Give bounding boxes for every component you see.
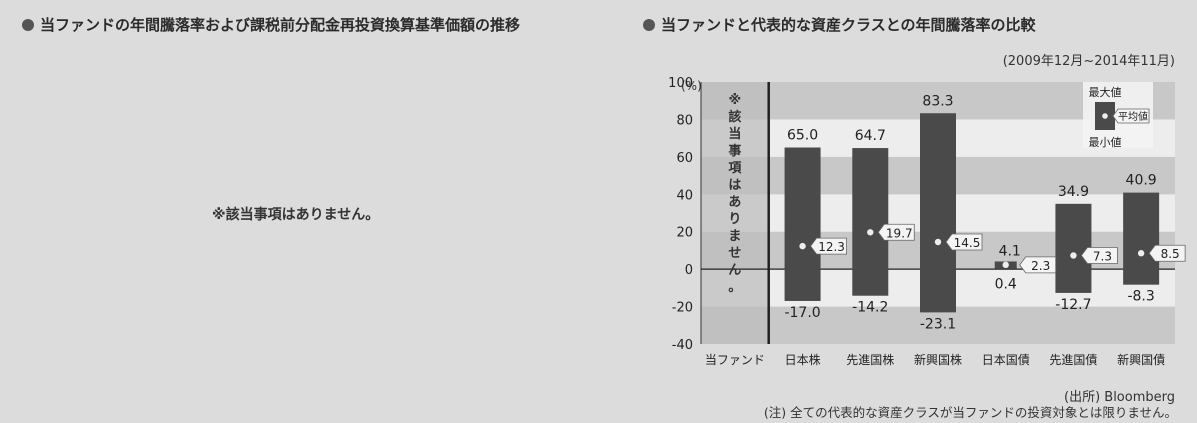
fund-note-char: ※	[729, 93, 742, 108]
y-axis-unit: (%)	[681, 79, 702, 93]
average-label-box	[1148, 244, 1186, 262]
legend-average-box	[1112, 108, 1150, 124]
y-tick-label: 0	[685, 263, 693, 278]
average-label: 8.5	[1161, 247, 1180, 261]
y-tick-label: -20	[672, 301, 693, 316]
right-section-title: 当ファンドと代表的な資産クラスとの年間騰落率の比較	[643, 14, 1036, 35]
x-tick-label: 新興国債	[1117, 352, 1165, 367]
min-label: -14.2	[852, 300, 888, 316]
y-tick-label: 100	[668, 76, 693, 91]
average-marker	[867, 229, 874, 236]
y-tick-label: -40	[672, 338, 693, 353]
left-panel: 当ファンドの年間騰落率および課税前分配金再投資換算基準価額の推移 ※該当事項はあ…	[22, 14, 520, 223]
max-label: 34.9	[1058, 184, 1089, 200]
fund-note-char: り	[728, 212, 741, 227]
x-tick-label: 新興国株	[914, 352, 962, 367]
no-data-note: ※該当事項はありません。	[212, 207, 380, 223]
max-label: 4.1	[999, 243, 1021, 259]
average-marker	[799, 242, 806, 250]
average-label-box	[945, 233, 983, 251]
y-tick-label: 80	[676, 113, 693, 128]
legend-avg-label: 平均値	[1118, 110, 1148, 123]
average-label-box	[1080, 247, 1118, 264]
range-bar	[1123, 192, 1160, 285]
fund-note-char: ま	[728, 229, 741, 244]
min-label: -8.3	[1127, 289, 1154, 305]
fund-note-char: 該	[728, 109, 741, 125]
average-label: 14.5	[954, 236, 981, 250]
footnote: (注) 全ての代表的な資産クラスが当ファンドの投資対象とは限りません。	[763, 405, 1177, 420]
bullet-icon	[22, 19, 34, 31]
period-label: (2009年12月~2014年11月)	[1002, 54, 1175, 69]
range-bar	[1055, 203, 1092, 293]
fund-note-char: せ	[728, 246, 741, 261]
bullet-icon	[643, 19, 655, 31]
fund-note-char: 事	[728, 143, 741, 159]
x-tick-label: 先進国債	[1049, 352, 1097, 367]
min-label: -12.7	[1055, 297, 1091, 313]
average-label: 2.3	[1031, 259, 1050, 273]
x-tick-label: 当ファンド	[705, 353, 765, 367]
fund-note-char: 当	[728, 126, 741, 142]
comparison-chart: (%) 100 80 60 40 20 0 -20 -40 ※該当事項はありません。 12.3 6…	[668, 76, 1186, 367]
fund-note-char: 項	[728, 161, 742, 176]
range-bar	[784, 147, 821, 301]
right-panel: 当ファンドと代表的な資産クラスとの年間騰落率の比較 (2009年12月~2014…	[635, 0, 1197, 423]
average-label-box	[810, 237, 847, 255]
range-bar	[920, 113, 956, 313]
average-marker	[934, 238, 942, 246]
fund-column	[701, 82, 769, 344]
average-marker	[1002, 261, 1009, 269]
y-tick-label: 40	[676, 188, 693, 203]
y-tick-label: 60	[676, 151, 693, 166]
legend-max-label: 最大値	[1089, 85, 1122, 99]
fund-note-char: あ	[728, 195, 741, 210]
average-label: 7.3	[1093, 249, 1112, 263]
average-marker	[1070, 252, 1077, 259]
average-label: 19.7	[886, 226, 913, 240]
y-tick-label: 20	[676, 226, 693, 241]
fund-note-char: ん	[728, 263, 741, 278]
max-label: 83.3	[922, 93, 953, 109]
min-label: 0.4	[995, 276, 1017, 292]
left-title-text: 当ファンドの年間騰落率および課税前分配金再投資換算基準価額の推移	[40, 16, 521, 34]
legend-min-label: 最小値	[1089, 136, 1122, 149]
min-label: -23.1	[920, 316, 956, 332]
average-label-box	[1019, 256, 1057, 274]
source-note: (出所) Bloomberg	[1064, 390, 1175, 405]
legend-average-marker	[1102, 113, 1108, 119]
max-label: 65.0	[787, 128, 818, 144]
grid-band	[701, 306, 1175, 344]
right-title-text: 当ファンドと代表的な資産クラスとの年間騰落率の比較	[661, 16, 1036, 34]
left-section-title: 当ファンドの年間騰落率および課税前分配金再投資換算基準価額の推移	[22, 14, 520, 35]
x-tick-label: 先進国株	[846, 352, 894, 367]
max-label: 40.9	[1126, 173, 1157, 189]
average-label: 12.3	[818, 240, 845, 254]
average-marker	[1137, 250, 1145, 257]
max-label: 64.7	[855, 128, 886, 144]
fund-note-char: 。	[728, 280, 741, 295]
min-label: -17.0	[784, 305, 820, 321]
range-bar	[852, 148, 889, 296]
average-label-box	[877, 223, 915, 241]
fund-note-char: は	[728, 178, 741, 193]
x-tick-label: 日本株	[785, 352, 821, 367]
x-tick-label: 日本国債	[982, 352, 1030, 367]
